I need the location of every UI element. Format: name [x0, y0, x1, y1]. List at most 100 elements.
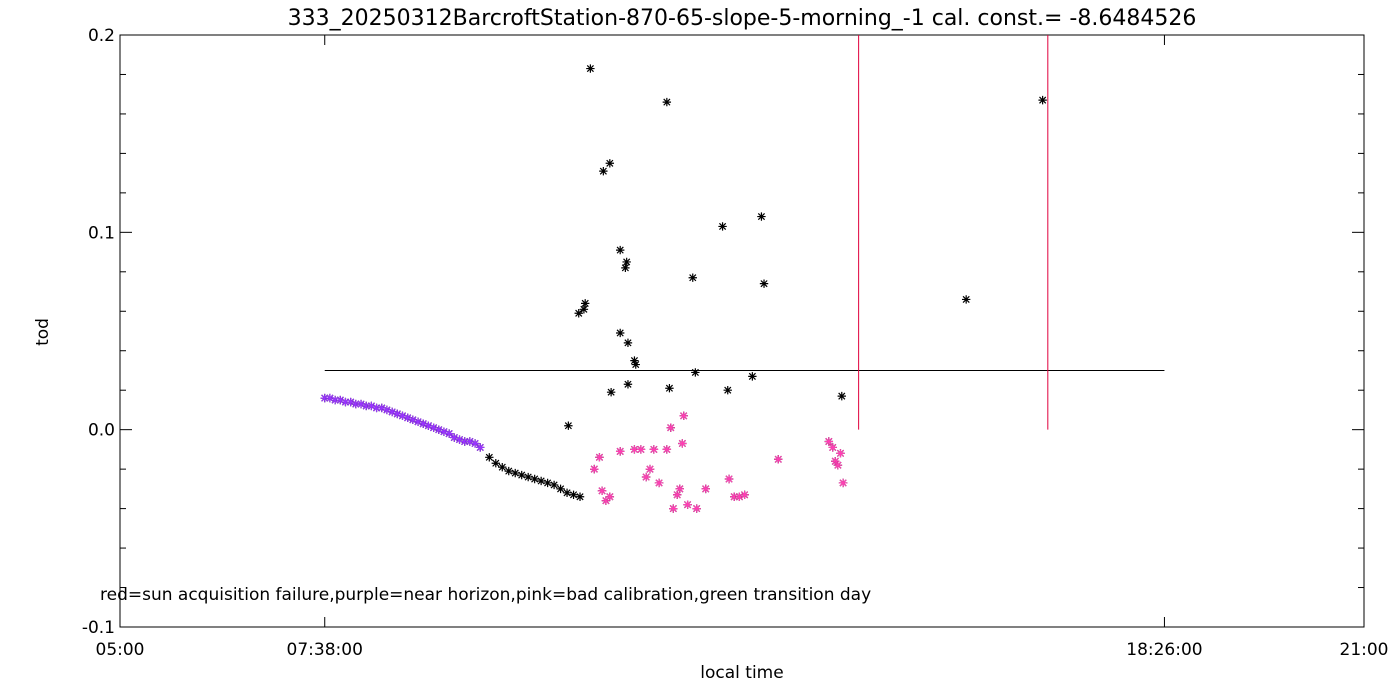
data-point	[605, 159, 615, 168]
bad-calibration-point	[833, 460, 843, 470]
bad-calibration-point	[678, 439, 687, 448]
bad-calibration-point	[730, 492, 739, 501]
bad-calibration-point	[630, 445, 639, 454]
bad-calibration-point	[615, 447, 625, 456]
data-point	[549, 480, 559, 490]
y-tick-label: 0.1	[88, 223, 115, 243]
data-point	[504, 466, 513, 476]
near-horizon-point	[429, 423, 438, 432]
near-horizon-point	[403, 413, 412, 423]
bad-calibration-point	[673, 490, 682, 499]
data-point	[606, 387, 616, 397]
data-point	[688, 273, 697, 282]
near-horizon-point	[419, 419, 428, 428]
bad-calibration-point	[649, 445, 659, 454]
near-horizon-point	[450, 433, 459, 442]
bad-calibration-point	[735, 492, 744, 501]
near-horizon-point	[424, 421, 433, 430]
near-horizon-point	[444, 429, 454, 438]
data-point	[562, 488, 572, 498]
y-tick-label: 0.0	[88, 421, 115, 441]
data-point	[662, 97, 672, 107]
near-horizon-point	[413, 417, 423, 426]
x-tick-label: 07:38:00	[287, 640, 363, 660]
near-horizon-point	[382, 405, 392, 415]
data-point	[564, 421, 573, 430]
y-tick-label: -0.1	[82, 618, 115, 638]
near-horizon-point	[377, 403, 386, 413]
bad-calibration-point	[654, 478, 664, 488]
y-axis-label: tod	[33, 318, 53, 346]
y-tick-label: 0.2	[88, 26, 115, 46]
data-point	[691, 368, 700, 377]
bad-calibration-point	[774, 455, 783, 464]
x-tick-label: 21:00	[1340, 640, 1389, 660]
data-point	[837, 391, 846, 401]
data-point	[498, 462, 507, 472]
near-horizon-point	[320, 393, 329, 403]
near-horizon-point	[465, 437, 475, 446]
data-point	[759, 279, 769, 288]
near-horizon-point	[439, 427, 449, 436]
data-point	[757, 212, 766, 221]
bad-calibration-point	[662, 445, 672, 454]
bad-calibration-point	[605, 492, 615, 501]
data-point	[615, 245, 625, 255]
bad-calibration-point	[595, 453, 604, 462]
data-point	[575, 492, 585, 501]
bad-calibration-point	[675, 484, 684, 494]
bad-calibration-point	[641, 472, 651, 482]
x-tick-label: 05:00	[96, 640, 145, 660]
data-point	[665, 384, 674, 393]
bad-calibration-point	[692, 504, 701, 513]
bad-calibration-point	[601, 496, 611, 505]
data-point	[511, 468, 520, 478]
data-point	[623, 380, 633, 389]
near-horizon-point	[330, 395, 340, 405]
plot-frame	[119, 34, 1365, 628]
bad-calibration-point	[740, 490, 749, 499]
data-point	[615, 328, 625, 338]
x-axis: 05:00 07:38:00 18:26:00 21:00	[96, 35, 1389, 660]
chart-title: 333_20250312BarcroftStation-870-65-slope…	[288, 6, 1197, 31]
bad-calibration-point	[669, 504, 678, 513]
plot-border	[119, 34, 1365, 628]
data-point	[961, 295, 971, 304]
data-point	[718, 222, 727, 231]
reference-lines	[324, 35, 1165, 430]
bad-calibration-point	[828, 443, 837, 452]
data-point	[517, 470, 526, 480]
near-horizon-point	[455, 435, 464, 444]
data-point	[574, 309, 583, 318]
data-point	[599, 166, 608, 176]
near-horizon-point	[408, 415, 418, 424]
data-point	[530, 474, 539, 484]
bad-calibration-point	[701, 484, 710, 494]
near-horizon-point	[356, 399, 366, 409]
data-point	[631, 360, 640, 369]
data-point	[1038, 95, 1047, 105]
near-horizon-point	[476, 443, 485, 452]
near-horizon-point	[434, 425, 443, 434]
near-horizon-point	[362, 401, 371, 411]
near-horizon-point	[351, 399, 361, 409]
bad-calibration-point	[683, 500, 692, 509]
data-point	[581, 299, 590, 308]
data-points	[320, 64, 1047, 513]
near-horizon-point	[372, 403, 381, 413]
bad-calibration-point	[636, 445, 646, 454]
data-point	[723, 386, 732, 395]
data-point	[491, 459, 500, 468]
x-axis-label: local time	[700, 663, 783, 683]
near-horizon-point	[470, 439, 480, 448]
bad-calibration-point	[679, 411, 688, 421]
data-point	[579, 305, 589, 314]
data-point	[523, 472, 533, 482]
bad-calibration-point	[724, 474, 734, 484]
near-horizon-point	[341, 397, 350, 407]
bad-calibration-point	[645, 464, 655, 474]
near-horizon-point	[325, 393, 335, 403]
data-point	[630, 356, 639, 365]
bad-calibration-point	[666, 423, 675, 432]
